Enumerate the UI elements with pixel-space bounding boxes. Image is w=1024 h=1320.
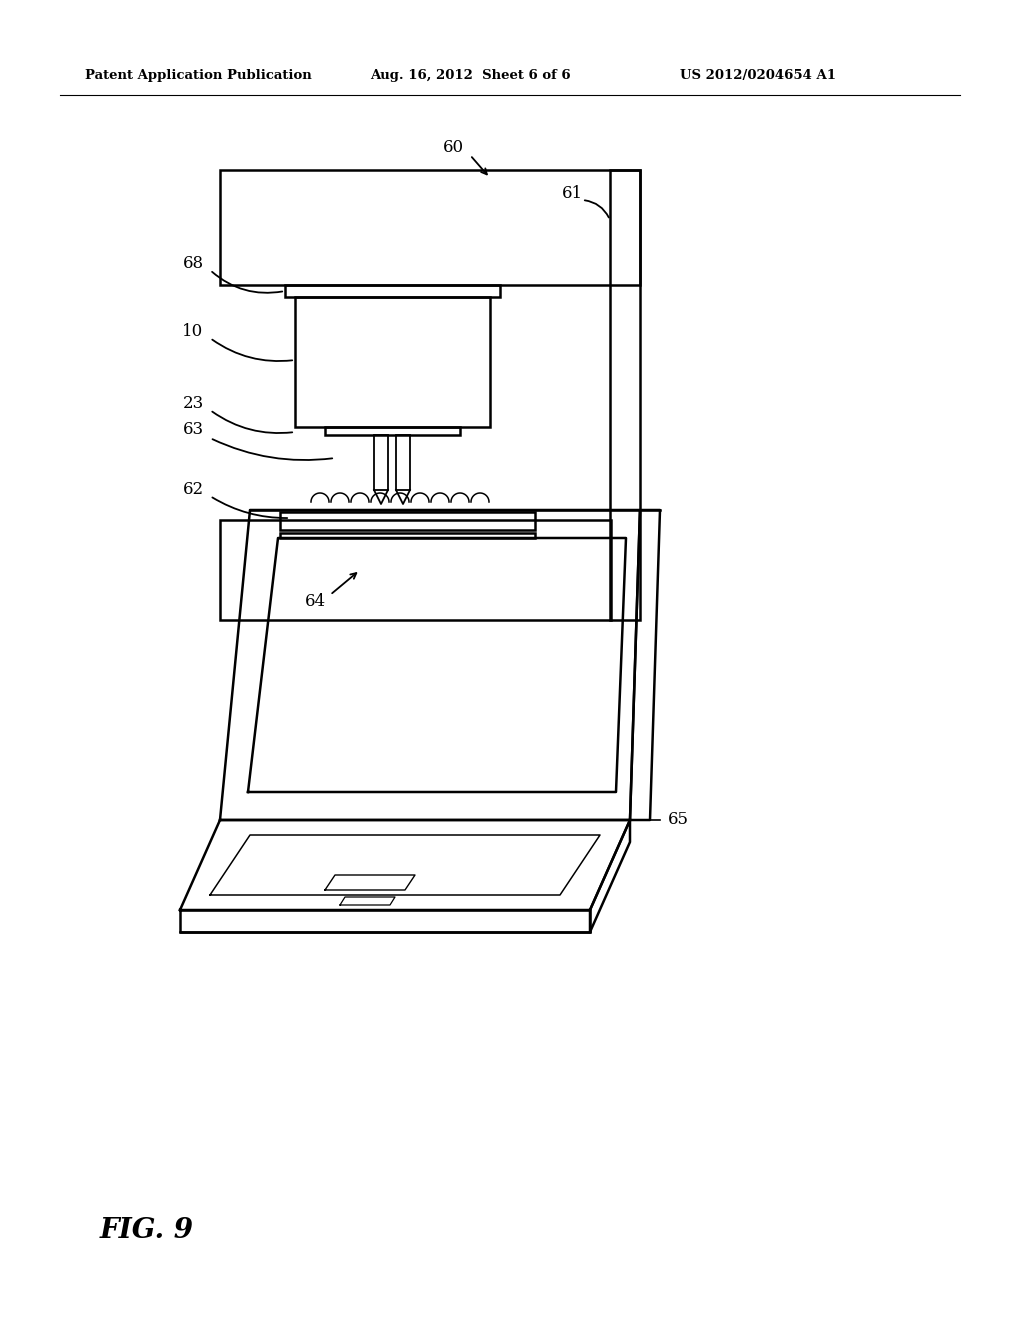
- Text: 60: 60: [442, 140, 464, 157]
- Text: 64: 64: [304, 594, 326, 610]
- Bar: [374, 436, 388, 490]
- Text: FIG. 9: FIG. 9: [100, 1217, 194, 1243]
- Bar: [280, 512, 535, 531]
- Text: 62: 62: [182, 480, 204, 498]
- Bar: [280, 533, 535, 539]
- Text: Patent Application Publication: Patent Application Publication: [85, 69, 311, 82]
- Text: 10: 10: [182, 322, 204, 339]
- Text: 63: 63: [182, 421, 204, 438]
- Bar: [220, 520, 611, 620]
- Text: 65: 65: [668, 812, 689, 829]
- Bar: [610, 170, 640, 620]
- Text: Aug. 16, 2012  Sheet 6 of 6: Aug. 16, 2012 Sheet 6 of 6: [370, 69, 570, 82]
- Text: 61: 61: [561, 185, 583, 202]
- Bar: [220, 170, 640, 285]
- Bar: [285, 285, 500, 297]
- Bar: [325, 426, 460, 436]
- Text: US 2012/0204654 A1: US 2012/0204654 A1: [680, 69, 836, 82]
- Bar: [295, 297, 490, 426]
- Text: 23: 23: [182, 395, 204, 412]
- Bar: [396, 436, 410, 490]
- Text: 68: 68: [182, 255, 204, 272]
